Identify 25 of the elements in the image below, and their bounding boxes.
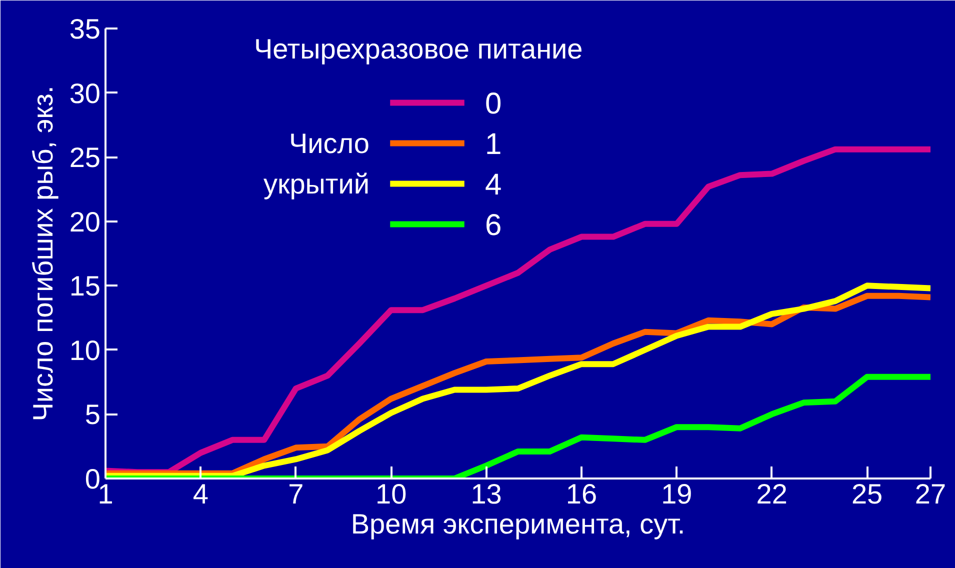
x-tick-label: 10 [376, 478, 407, 510]
y-tick-label: 25 [69, 142, 101, 174]
y-tick-label: 0 [84, 464, 101, 494]
legend-label: 4 [485, 168, 502, 202]
legend-label: 0 [485, 87, 502, 120]
x-tick-label: 22 [756, 478, 788, 510]
y-axis-title: Число погибших рыб, экз. [27, 86, 58, 422]
x-tick-label: 7 [288, 478, 304, 510]
x-tick-label: 13 [470, 478, 502, 510]
y-tick-label: 5 [84, 399, 101, 430]
y-tick-label: 35 [69, 14, 101, 44]
x-tick-label: 16 [566, 478, 598, 510]
y-tick-label: 10 [69, 334, 101, 366]
legend-label: 6 [485, 208, 502, 242]
y-tick-label: 30 [69, 78, 101, 109]
x-tick-label: 4 [192, 478, 208, 510]
x-tick-label: 19 [661, 478, 692, 510]
x-axis-title: Время эксперимента, сут. [350, 508, 686, 540]
legend-label: 1 [485, 128, 502, 161]
legend-title: Число укрытий [263, 128, 370, 200]
x-tick-label: 27 [914, 478, 946, 510]
y-tick-label: 20 [69, 206, 101, 238]
chart-title: Четырехразовое питание [254, 33, 583, 64]
x-tick-label: 25 [851, 478, 883, 510]
y-tick-label: 15 [69, 270, 101, 302]
